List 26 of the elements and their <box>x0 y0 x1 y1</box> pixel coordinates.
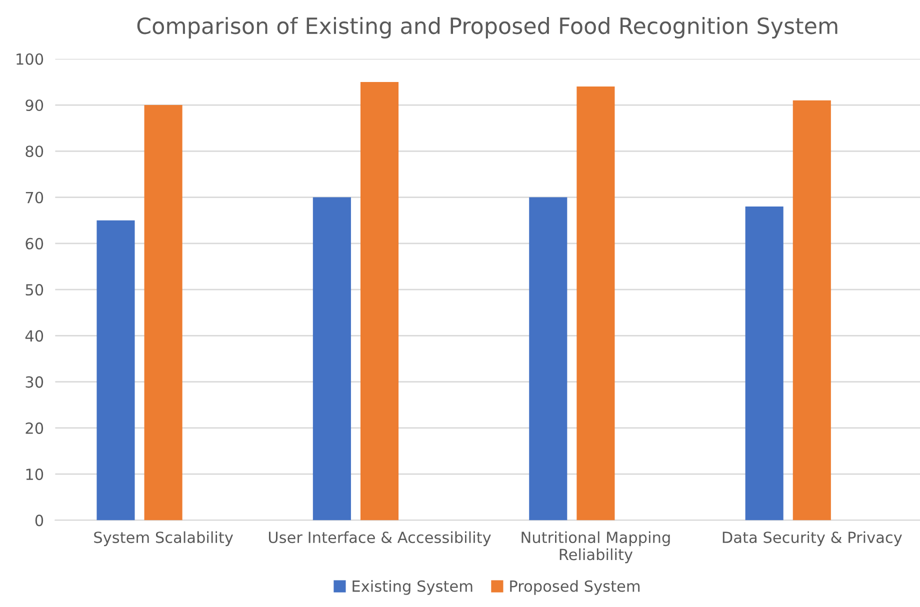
y-tick-label: 10 <box>26 468 44 480</box>
y-tick-label: 0 <box>35 514 44 526</box>
bar <box>576 86 615 520</box>
y-tick-label: 50 <box>26 284 44 296</box>
bar <box>312 197 351 520</box>
bar <box>792 100 831 520</box>
y-tick-label: 20 <box>26 422 44 434</box>
x-tick-label: Nutritional Mapping Reliability <box>522 531 670 564</box>
y-tick-label: 90 <box>26 99 44 112</box>
bar <box>96 220 135 520</box>
x-tick-label: Data Security & Privacy <box>722 531 902 546</box>
legend-label: Proposed System <box>510 580 640 595</box>
y-tick-label: 30 <box>26 376 44 388</box>
y-tick-label: 40 <box>25 330 44 342</box>
y-tick-label: 70 <box>26 192 44 204</box>
bar <box>144 105 182 520</box>
bar <box>529 197 568 520</box>
bar <box>360 82 399 520</box>
bar <box>745 206 784 520</box>
chart-title: Comparison of Existing and Proposed Food Recognition System <box>137 16 838 38</box>
y-tick-label: 80 <box>26 146 44 158</box>
y-tick-label: 60 <box>26 238 44 250</box>
y-tick-label: 100 <box>16 53 44 65</box>
x-tick-label: System Scalability <box>94 531 234 546</box>
legend-label: Existing System <box>352 580 472 595</box>
x-tick-label: User Interface & Accessibility <box>268 531 491 546</box>
